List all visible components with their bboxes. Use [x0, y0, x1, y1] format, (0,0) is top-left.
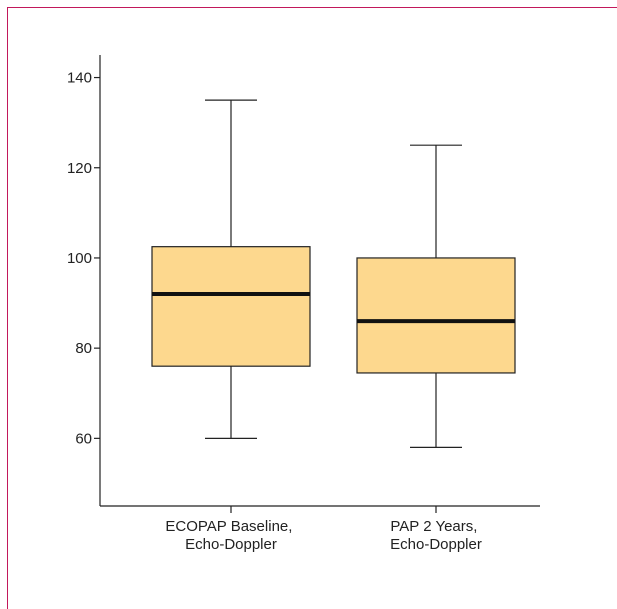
boxes: [151, 99, 516, 448]
x-category-label-line1: PAP 2 Years,: [390, 518, 477, 535]
y-ticks: 60 80 100 120 140: [67, 70, 92, 448]
y-tick-label: 140: [67, 70, 92, 87]
x-category-label: PAP 2 Years, Echo-Doppler: [390, 518, 482, 553]
y-tick-label: 120: [67, 160, 92, 177]
figure-frame: [7, 7, 617, 609]
iqr-box: [151, 246, 311, 367]
y-tick-label: 80: [75, 340, 92, 357]
y-tick-label: 60: [75, 430, 92, 447]
x-category-label-line2: Echo-Doppler: [185, 536, 277, 553]
x-category-labels: ECOPAP Baseline, Echo-Doppler PAP 2 Year…: [165, 518, 481, 553]
axes: [94, 55, 540, 513]
x-category-label-line1: ECOPAP Baseline,: [165, 518, 292, 535]
x-category-label: ECOPAP Baseline, Echo-Doppler: [165, 518, 296, 553]
y-tick-label: 100: [67, 250, 92, 267]
x-category-label-line2: Echo-Doppler: [390, 536, 482, 553]
iqr-box: [356, 257, 516, 374]
